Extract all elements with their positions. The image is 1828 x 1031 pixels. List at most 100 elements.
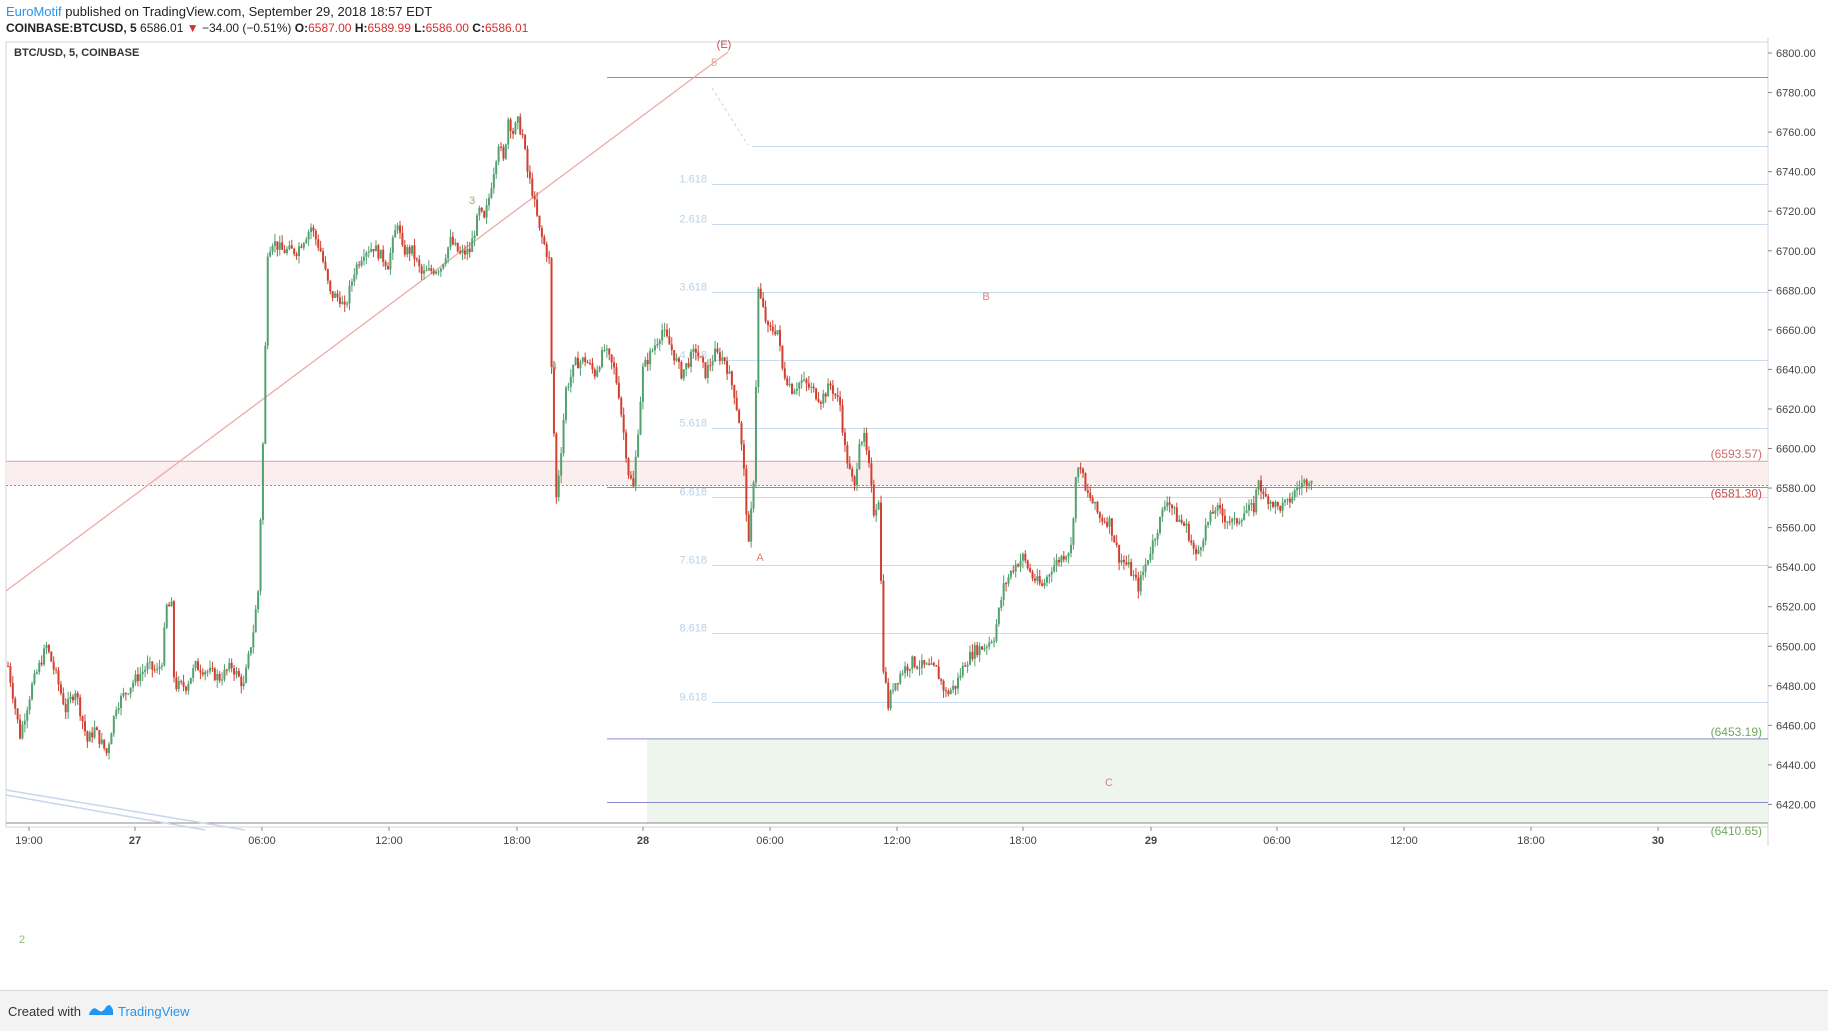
candle-body: [93, 727, 96, 738]
price-tags: (6593.57) (6581.30) (6453.19) (6410.65): [1711, 447, 1762, 838]
candle-body: [540, 227, 543, 237]
fib-level-label: 1.618: [679, 174, 707, 186]
candle-body: [512, 131, 515, 134]
candle-body: [894, 683, 897, 690]
candle-body: [836, 395, 839, 397]
candle-body: [1158, 516, 1161, 533]
candle-body: [23, 720, 26, 725]
candle-body: [1050, 571, 1053, 575]
candle-body: [892, 689, 895, 691]
candle-body: [714, 348, 717, 362]
candle-body: [1195, 548, 1198, 554]
candle-body: [728, 371, 731, 374]
candle-body: [1029, 568, 1032, 572]
price-chart[interactable]: BTC/USD, 5, COINBASE 1.6182.6183.6184.61…: [0, 38, 1828, 990]
candle-body: [1272, 501, 1275, 507]
candle-body: [252, 632, 255, 648]
candle-body: [1060, 556, 1063, 563]
candle-body: [651, 350, 654, 352]
wave-label: 2: [19, 934, 25, 946]
candle-body: [824, 393, 827, 397]
candle-body: [31, 683, 34, 700]
candle-body: [1134, 574, 1137, 578]
candle-body: [396, 225, 399, 230]
symbol-label: COINBASE:BTCUSD, 5: [6, 21, 137, 35]
candle-body: [83, 721, 86, 732]
y-tick-label: 6580.00: [1776, 483, 1816, 495]
candle-body: [680, 361, 683, 379]
candle-body: [259, 519, 262, 592]
candle-body: [1211, 511, 1214, 514]
candle-body: [1000, 600, 1003, 609]
candle-body: [1296, 488, 1299, 491]
candle-body: [656, 344, 659, 346]
price-tag: (6581.30): [1711, 486, 1762, 500]
candle-body: [788, 383, 791, 385]
candle-body: [177, 680, 180, 689]
candle-body: [598, 367, 601, 371]
candle-body: [841, 405, 844, 433]
candle-body: [439, 268, 442, 272]
candle-body: [406, 247, 409, 255]
candle-body: [209, 668, 212, 672]
candle-body: [290, 245, 293, 249]
wave-label: B: [982, 291, 989, 303]
candle-body: [329, 280, 332, 292]
candle-body: [62, 693, 65, 705]
candle-body: [940, 679, 943, 681]
candle-body: [1187, 523, 1190, 541]
candle-body: [189, 677, 192, 684]
candle-body: [1308, 483, 1311, 486]
candle-body: [403, 245, 406, 255]
candle-body: [298, 246, 301, 257]
candle-body: [151, 661, 154, 670]
candle-body: [317, 239, 320, 248]
candle-body: [810, 386, 813, 388]
candle-body: [920, 660, 923, 668]
candle-body: [76, 693, 79, 698]
author-link[interactable]: EuroMotif: [6, 4, 62, 19]
candle-body: [19, 719, 22, 739]
candle-body: [1144, 564, 1147, 572]
tradingview-link[interactable]: TradingView: [118, 1004, 190, 1019]
candle-body: [1079, 467, 1082, 469]
candle-body: [43, 648, 46, 665]
candle-body: [644, 359, 647, 367]
candle-body: [141, 671, 144, 674]
price-axis[interactable]: 6800.00 6780.00 6760.00 6740.00 6720.00 6700.…: [1768, 48, 1816, 811]
candle-body: [848, 463, 851, 469]
candle-body: [834, 393, 837, 396]
candle-body: [774, 331, 777, 335]
candle-body: [384, 261, 387, 267]
fib-level-label: 5.618: [679, 418, 707, 430]
chart-title: BTC/USD, 5, COINBASE: [14, 47, 139, 59]
candle-body: [346, 303, 349, 305]
candle-body: [336, 293, 339, 298]
candle-body: [961, 665, 964, 676]
candle-body: [759, 288, 762, 299]
candle-body: [1082, 468, 1085, 474]
candle-body: [413, 245, 416, 259]
candle-body: [1247, 504, 1250, 511]
candle-body: [827, 383, 830, 397]
target-zone: [647, 738, 1768, 823]
candle-body: [180, 680, 183, 682]
candle-body: [990, 642, 993, 644]
candle-body: [663, 329, 666, 331]
candle-body: [880, 502, 883, 581]
candle-body: [646, 359, 649, 365]
y-tick-label: 6780.00: [1776, 88, 1816, 100]
candle-body: [466, 248, 469, 255]
time-axis[interactable]: 19:00 27 06:00 12:00 18:00 28 06:00 12:00 18:00 2…: [15, 827, 1664, 847]
candle-body: [1127, 561, 1130, 565]
candle-body: [1221, 508, 1224, 516]
high-label: H:: [354, 21, 368, 35]
candle-body: [79, 697, 82, 717]
candle-body: [762, 298, 765, 307]
candle-body: [981, 646, 984, 650]
candle-body: [1245, 510, 1248, 514]
candle-body: [783, 368, 786, 379]
candle-body: [415, 258, 418, 260]
candle-body: [1045, 576, 1048, 583]
candle-body: [1163, 506, 1166, 510]
